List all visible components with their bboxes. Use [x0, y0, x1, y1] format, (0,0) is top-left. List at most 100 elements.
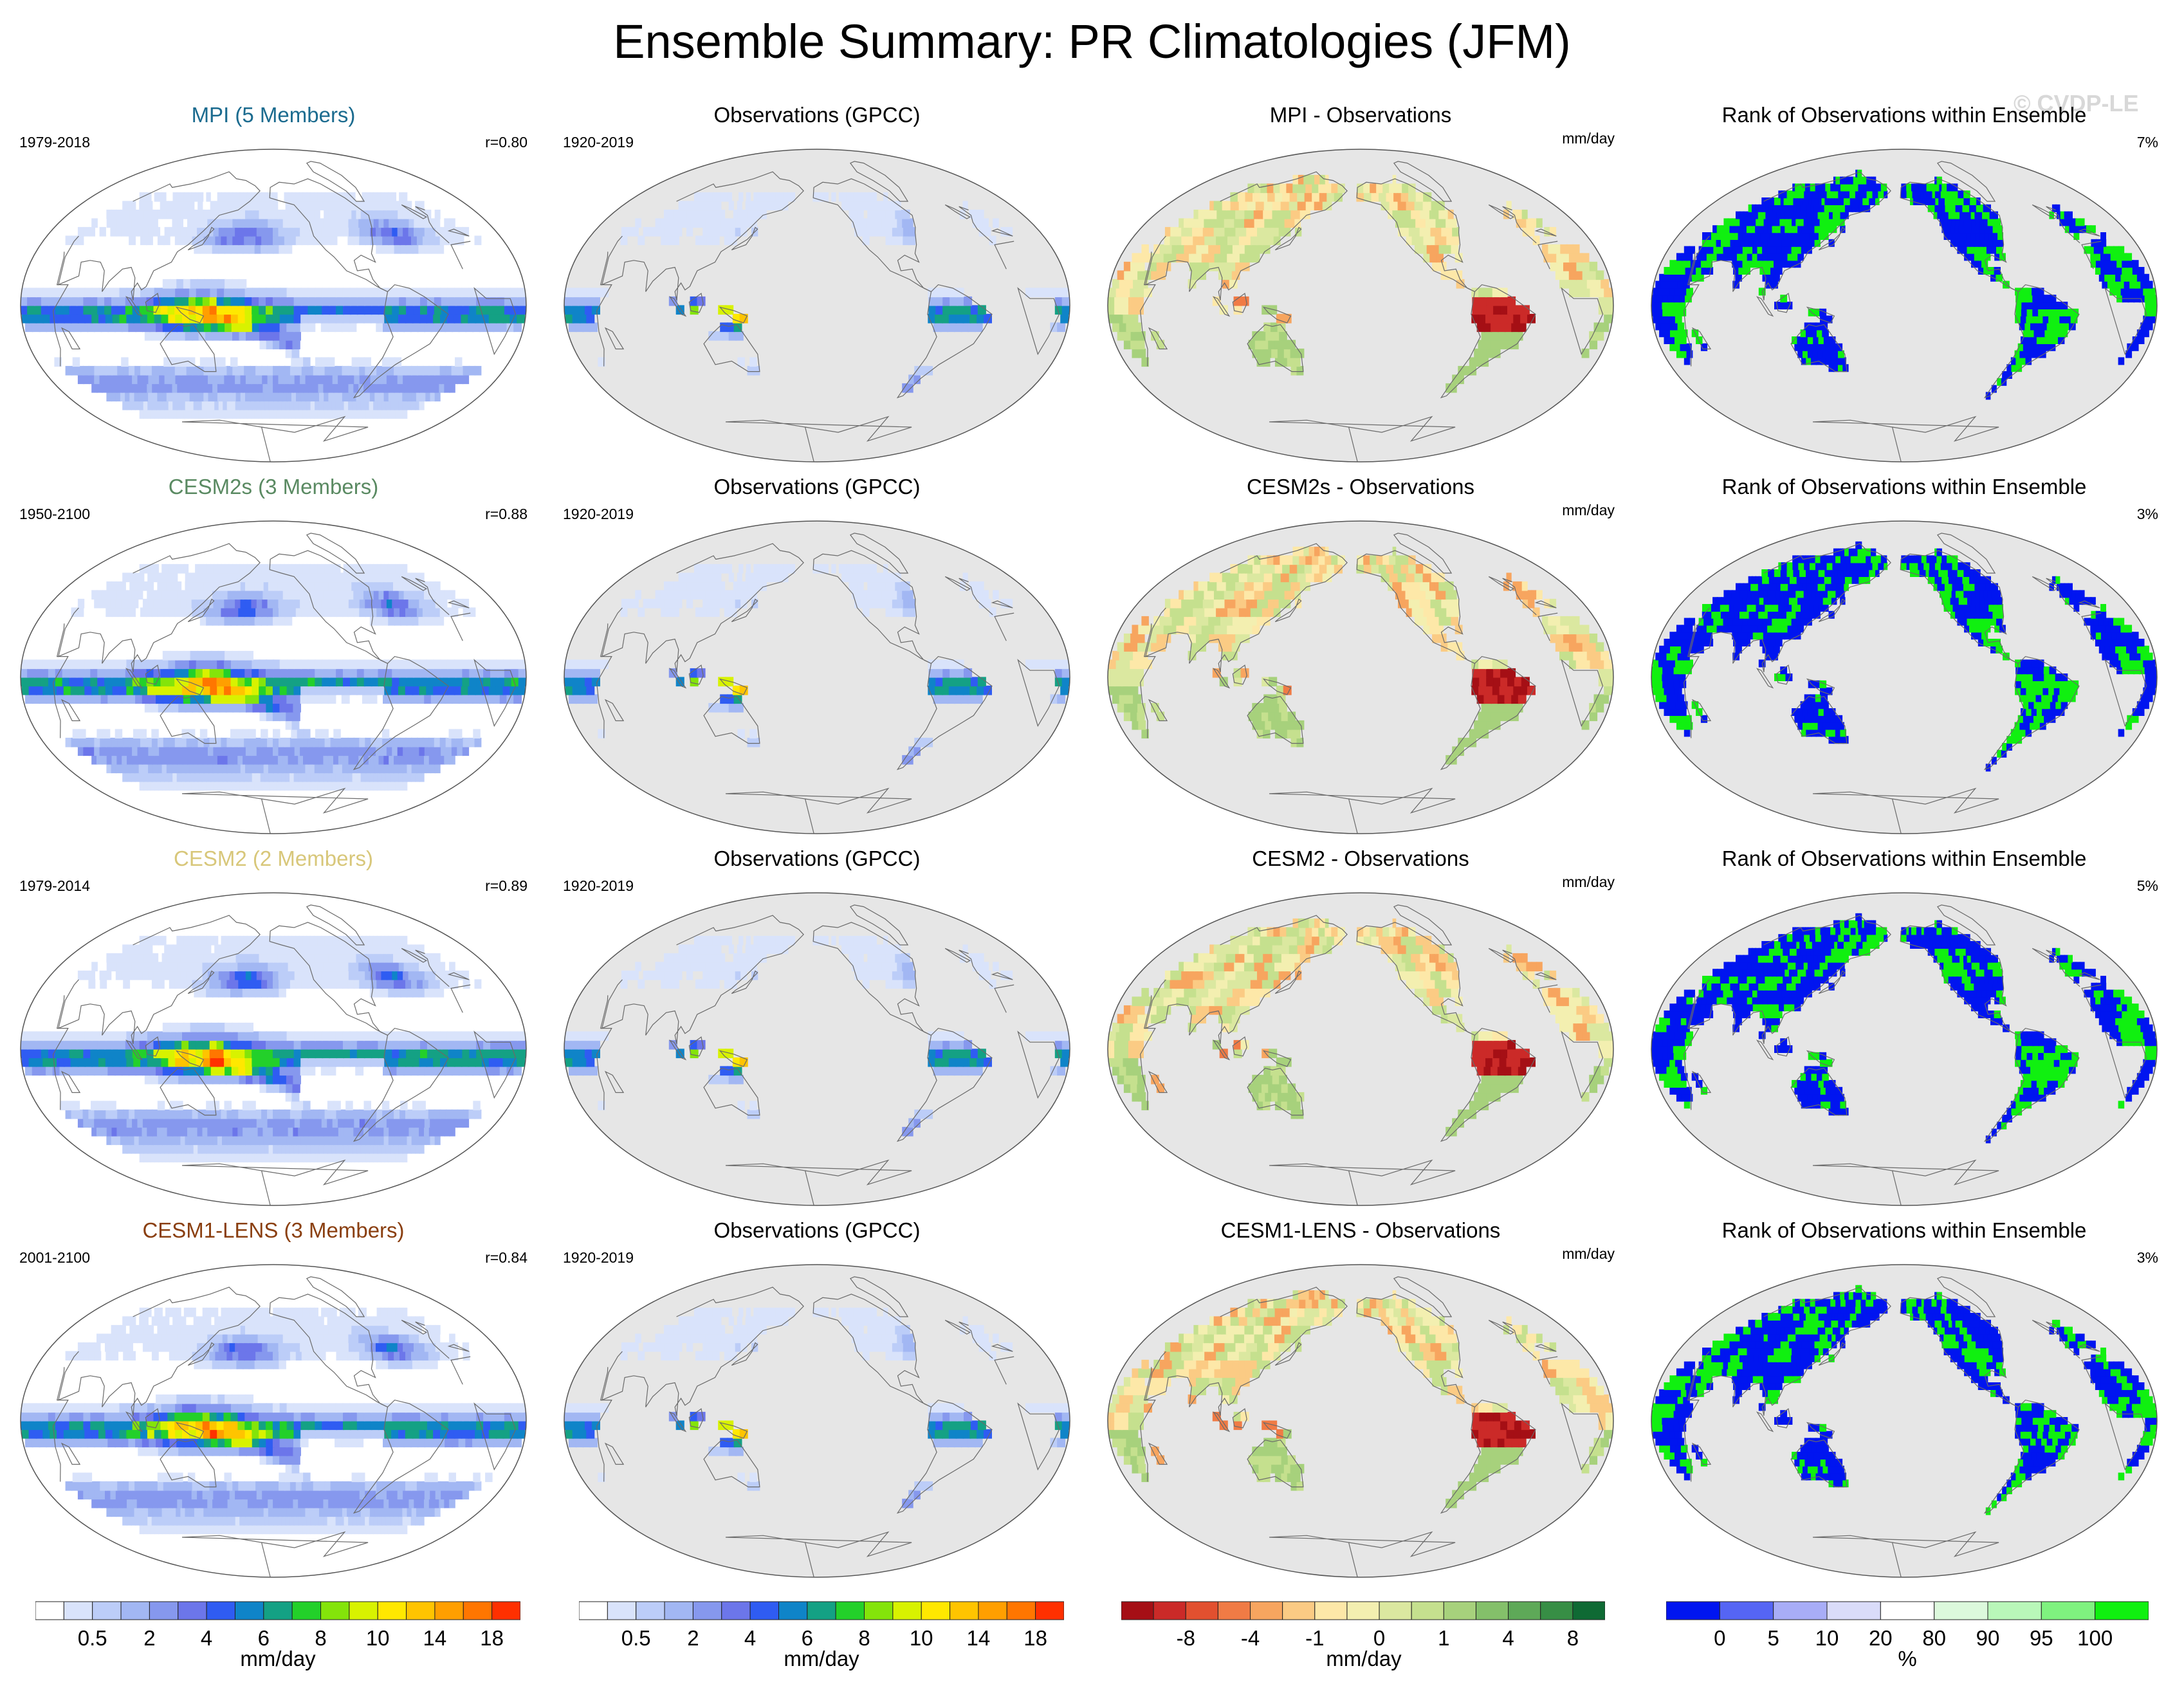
map-cell — [746, 218, 753, 228]
map-cell — [1312, 192, 1317, 202]
map-cell — [1130, 270, 1139, 280]
map-cell — [72, 357, 80, 367]
map-cell — [913, 374, 921, 385]
map-cell — [672, 607, 679, 618]
map-cell — [1293, 357, 1301, 367]
map-cell — [202, 296, 211, 306]
map-cell — [239, 331, 248, 341]
map-cell — [1420, 244, 1428, 254]
map-cell — [378, 383, 385, 393]
map-cell — [289, 572, 295, 583]
map-cell — [1259, 218, 1266, 228]
map-cell — [1815, 190, 1819, 199]
map-cell — [1445, 218, 1452, 228]
map-cell — [356, 296, 365, 306]
map-cell — [1506, 201, 1512, 211]
map-cell — [323, 218, 330, 228]
map-cell — [1296, 365, 1304, 376]
map-cell — [854, 598, 861, 609]
map-cell — [408, 226, 415, 237]
map-cell — [1198, 218, 1206, 228]
map-cell — [1415, 209, 1422, 219]
panel-obs-row2: Observations (GPCC) 1920-2019 — [553, 475, 1081, 835]
map-cell — [322, 677, 331, 687]
map-cell — [405, 607, 412, 618]
map-cell — [305, 374, 312, 385]
map-cell — [2071, 218, 2077, 226]
map-cell — [469, 677, 478, 687]
map-cell — [376, 374, 383, 385]
map-cell — [160, 400, 165, 410]
map-cell — [1781, 246, 1788, 254]
map-cell — [90, 296, 99, 306]
map-cell — [254, 192, 259, 202]
map-cell — [21, 659, 30, 670]
map-cell — [244, 659, 253, 670]
map-cell — [146, 607, 153, 618]
map-cell — [84, 659, 93, 670]
map-cell — [1481, 729, 1489, 739]
map-cell — [1800, 204, 1805, 212]
map-cell — [252, 755, 259, 765]
map-cell — [1494, 331, 1503, 341]
map-cell — [1801, 232, 1806, 240]
coastline-sa — [896, 284, 993, 399]
map-cell — [106, 365, 113, 376]
map-cell — [1793, 197, 1797, 205]
map-cell — [1773, 273, 1780, 282]
map-cell — [1948, 211, 1954, 219]
map-cell — [2102, 280, 2109, 289]
map-cell — [384, 409, 389, 419]
map-cell — [648, 226, 656, 237]
map-cell — [1828, 197, 1832, 205]
map-cell — [1593, 279, 1602, 289]
map-cell — [1810, 322, 1817, 331]
map-cell — [212, 331, 221, 341]
map-cell — [232, 755, 239, 765]
map-cell — [1253, 192, 1258, 202]
map-cell — [279, 694, 288, 704]
map-cell — [1673, 308, 1681, 316]
coastline-an — [725, 416, 912, 462]
map-cell — [2091, 239, 2097, 247]
map-cell — [1842, 176, 1846, 185]
map-cell — [445, 694, 454, 704]
map-cell — [1039, 288, 1048, 298]
map-cell — [320, 322, 329, 333]
map-cell — [163, 607, 170, 618]
map-cell — [2111, 260, 2118, 268]
map-cell — [386, 746, 394, 756]
map-cell — [212, 392, 219, 402]
map-cell — [343, 226, 350, 237]
map-cell — [228, 781, 234, 791]
map-cell — [2044, 302, 2051, 309]
map-cell — [948, 288, 957, 298]
map-cell — [212, 218, 219, 228]
map-cell — [324, 607, 332, 618]
map-cell — [1290, 365, 1298, 376]
map-cell — [199, 616, 208, 626]
map-cell — [2024, 322, 2032, 331]
map-cell — [202, 746, 209, 756]
map-cell — [711, 201, 717, 211]
map-cell — [251, 226, 258, 237]
map-cell — [369, 201, 374, 211]
map-cell — [1392, 174, 1397, 185]
map-cell — [237, 288, 246, 298]
map-cell — [263, 764, 270, 774]
map-cell — [383, 322, 391, 333]
map-cell — [223, 400, 228, 410]
map-cell — [1823, 218, 1829, 226]
map-cell — [25, 694, 33, 704]
map-cell — [962, 572, 968, 583]
map-cell — [1135, 668, 1144, 678]
map-cell — [1393, 201, 1399, 211]
map-cell — [1234, 201, 1240, 211]
map-cell — [851, 218, 858, 228]
map-cell — [228, 192, 234, 202]
map-cell — [122, 201, 128, 211]
map-cell — [1405, 183, 1409, 194]
map-cell — [284, 244, 293, 254]
map-cell — [2132, 288, 2139, 296]
map-cell — [337, 764, 344, 774]
